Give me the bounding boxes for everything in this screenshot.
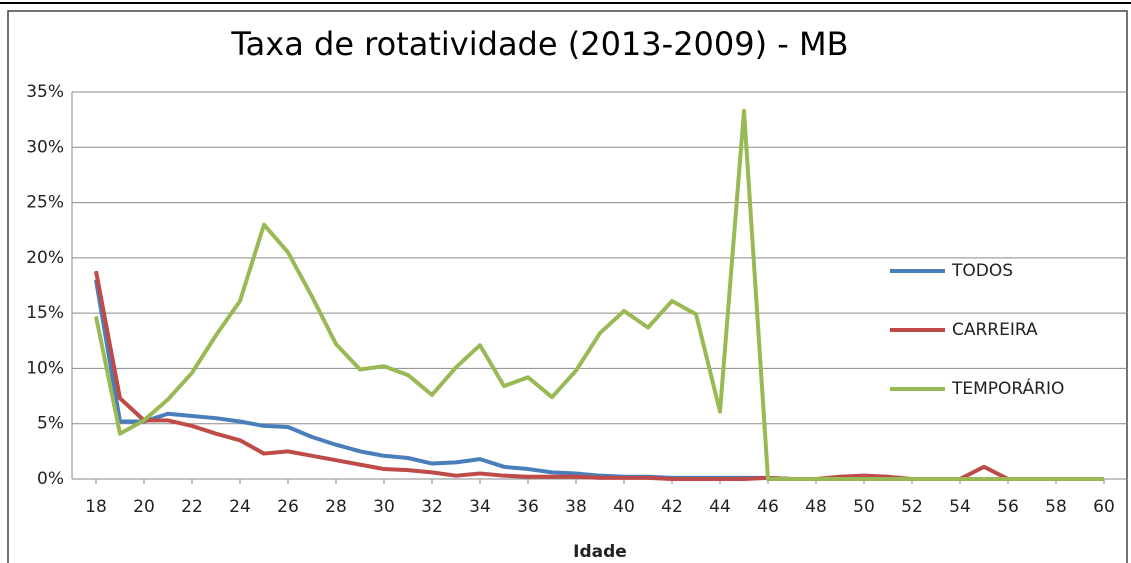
x-tick-label: 36 (517, 497, 539, 517)
x-tick-label: 26 (277, 497, 299, 517)
legend-label: TODOS (951, 261, 1013, 281)
x-tick-label: 18 (85, 497, 107, 517)
y-tick-label: 0% (37, 469, 64, 489)
series-line (94, 108, 1104, 481)
x-tick-label: 38 (565, 497, 587, 517)
y-tick-label: 30% (26, 137, 64, 157)
x-tick-label: 34 (469, 497, 491, 517)
x-tick-label: 56 (997, 497, 1019, 517)
y-tick-label: 35% (26, 82, 64, 102)
frame (7, 10, 1128, 563)
x-tick-label: 32 (421, 497, 443, 517)
x-tick-label: 42 (661, 497, 683, 517)
x-tick-label: 44 (709, 497, 731, 517)
x-tick-label: 58 (1045, 497, 1067, 517)
x-tick-label: 20 (133, 497, 155, 517)
x-axis-label: Idade (573, 542, 627, 562)
x-tick-label: 54 (949, 497, 971, 517)
x-tick-label: 28 (325, 497, 347, 517)
y-tick-label: 10% (26, 358, 64, 378)
y-tick-label: 20% (26, 248, 64, 268)
y-tick-label: 25% (26, 193, 64, 213)
x-tick-label: 46 (757, 497, 779, 517)
x-tick-label: 52 (901, 497, 923, 517)
y-tick-label: 15% (26, 303, 64, 323)
x-tick-label: 50 (853, 497, 875, 517)
y-tick-label: 5% (37, 414, 64, 434)
x-tick-label: 24 (229, 497, 251, 517)
x-tick-label: 30 (373, 497, 395, 517)
x-tick-label: 48 (805, 497, 827, 517)
x-tick-label: 60 (1093, 497, 1115, 517)
x-tick-label: 22 (181, 497, 203, 517)
chart-title: Taxa de rotatividade (2013-2009) - MB (230, 25, 848, 63)
legend-label: TEMPORÁRIO (951, 377, 1064, 399)
legend-label: CARREIRA (952, 320, 1038, 340)
x-tick-label: 40 (613, 497, 635, 517)
